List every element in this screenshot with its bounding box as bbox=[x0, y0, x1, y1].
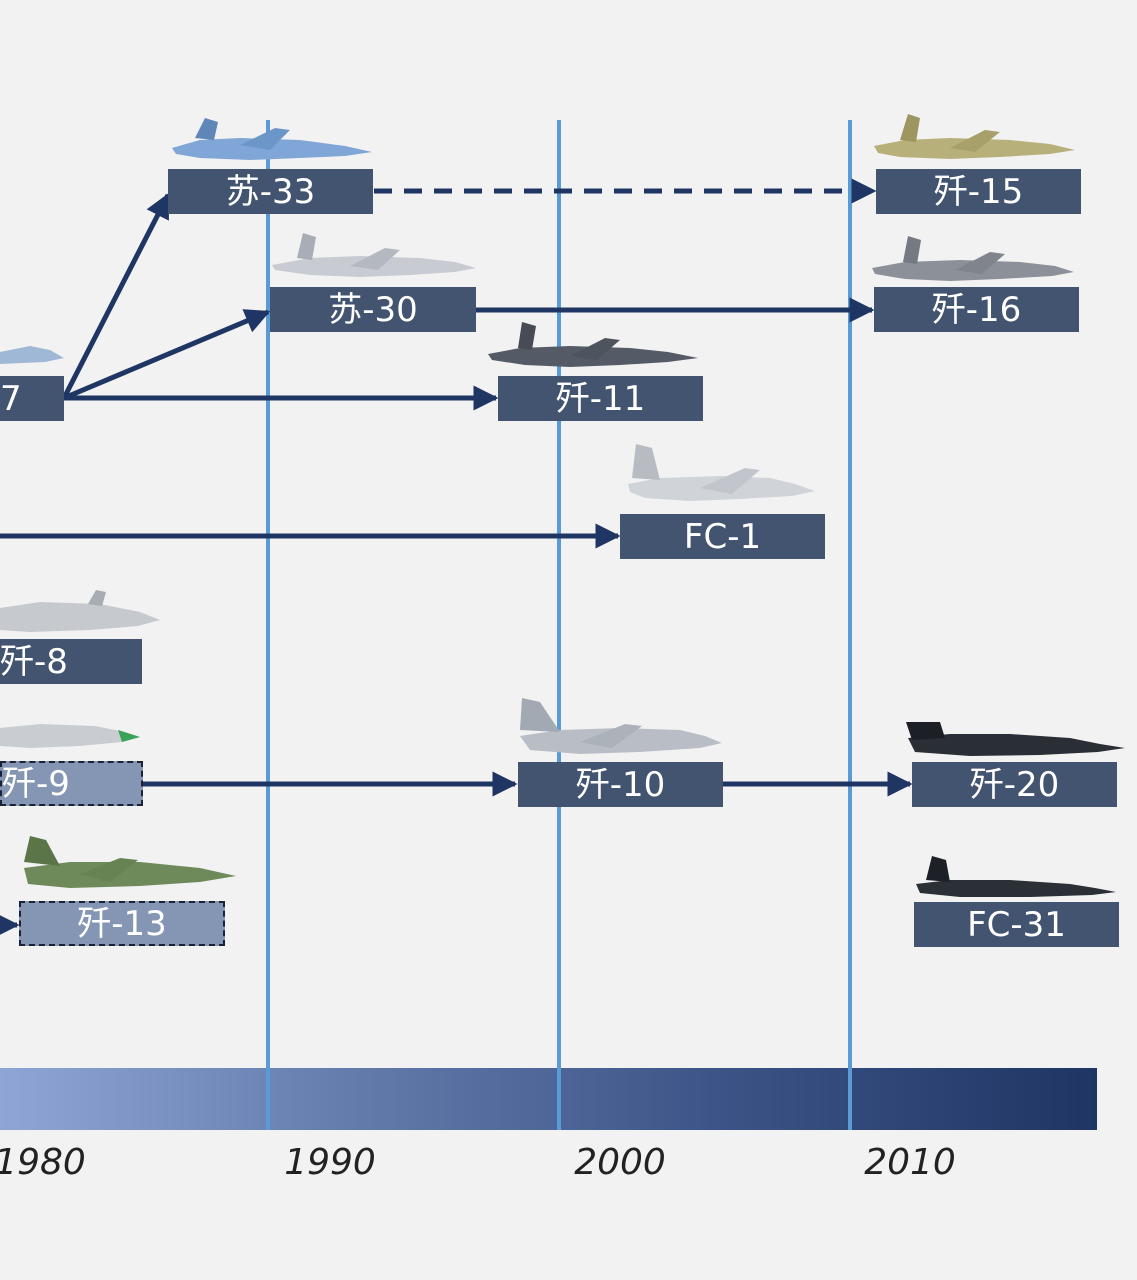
node-su33-label: 苏-33 bbox=[225, 171, 316, 212]
aircraft-su30-icon bbox=[272, 233, 476, 277]
aircraft-j11-icon bbox=[488, 322, 698, 367]
node-j11-label: 歼-11 bbox=[555, 378, 646, 419]
arrow-su27-to-su30 bbox=[63, 309, 271, 401]
time-axis-bar bbox=[0, 1068, 1097, 1130]
aircraft-j8-icon bbox=[0, 590, 160, 632]
node-su27-label: 7 bbox=[0, 378, 22, 419]
node-su30-label: 苏-30 bbox=[328, 289, 418, 330]
aircraft-j13-icon bbox=[24, 836, 236, 888]
node-su30: 苏-30 bbox=[270, 287, 476, 332]
aircraft-fc1-icon bbox=[628, 444, 815, 501]
aircraft-j16-icon bbox=[872, 236, 1074, 281]
decade-line-2000 bbox=[557, 120, 561, 1130]
decade-line-1990 bbox=[266, 120, 270, 1130]
node-j8-label: 歼-8 bbox=[0, 641, 68, 682]
node-j11: 歼-11 bbox=[498, 376, 703, 421]
node-su27: 7 bbox=[0, 376, 64, 421]
node-j9-label: 歼-9 bbox=[2, 763, 70, 804]
aircraft-su33-icon bbox=[172, 118, 372, 160]
node-j13: 歼-13 bbox=[19, 901, 225, 946]
aircraft-j15-icon bbox=[874, 114, 1075, 159]
node-j8: 歼-8 bbox=[0, 639, 142, 684]
year-label-2010: 2010 bbox=[864, 1142, 956, 1183]
node-j20: 歼-20 bbox=[912, 762, 1117, 807]
aircraft-j10-icon bbox=[520, 698, 722, 754]
node-j15: 歼-15 bbox=[876, 169, 1081, 214]
year-label-1990: 1990 bbox=[284, 1142, 376, 1183]
year-label-2000: 2000 bbox=[574, 1142, 666, 1183]
node-fc31: FC-31 bbox=[914, 902, 1119, 947]
arrow-su27-to-su33 bbox=[61, 192, 171, 400]
aircraft-su27-icon bbox=[0, 346, 64, 364]
node-su33: 苏-33 bbox=[168, 169, 373, 214]
aircraft-j20-icon bbox=[906, 722, 1125, 756]
aircraft-fc31-icon bbox=[916, 856, 1116, 897]
node-j16: 歼-16 bbox=[874, 287, 1079, 332]
node-j13-label: 歼-13 bbox=[77, 903, 167, 944]
node-j9: 歼-9 bbox=[0, 761, 143, 806]
decade-line-2010 bbox=[848, 120, 852, 1130]
node-fc31-label: FC-31 bbox=[967, 904, 1066, 945]
node-j15-label: 歼-15 bbox=[933, 171, 1024, 212]
year-label-1980: 1980 bbox=[0, 1142, 86, 1183]
node-j10-label: 歼-10 bbox=[575, 764, 666, 805]
node-j10: 歼-10 bbox=[518, 762, 723, 807]
aircraft-j9-icon bbox=[0, 724, 140, 748]
node-fc1-label: FC-1 bbox=[683, 516, 762, 557]
node-j16-label: 歼-16 bbox=[931, 289, 1022, 330]
node-fc1: FC-1 bbox=[620, 514, 825, 559]
node-j20-label: 歼-20 bbox=[969, 764, 1060, 805]
